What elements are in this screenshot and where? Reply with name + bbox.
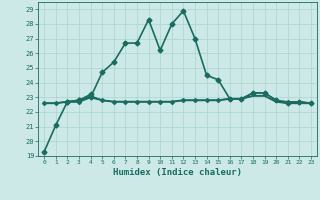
X-axis label: Humidex (Indice chaleur): Humidex (Indice chaleur) — [113, 168, 242, 177]
